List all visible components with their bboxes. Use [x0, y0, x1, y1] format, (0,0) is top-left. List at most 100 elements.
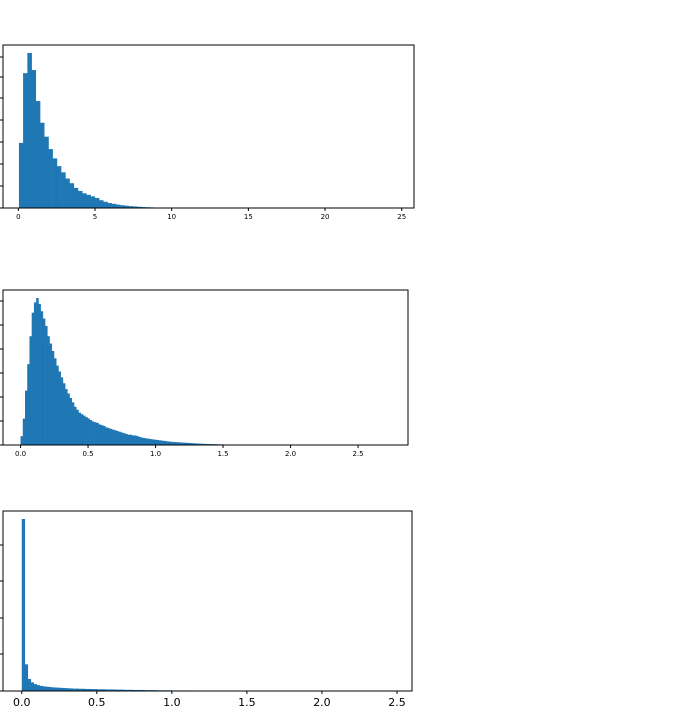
histogram-bar: [105, 427, 108, 445]
histogram-panel-3: 0.0 0.5 1.0 1.5 2.0 2.5: [0, 510, 413, 709]
histogram-bar: [39, 122, 45, 208]
histogram-bar: [126, 689, 131, 691]
histogram-bar: [56, 365, 59, 445]
histogram-bar: [65, 389, 68, 445]
histogram-bar: [205, 443, 208, 445]
x-tick-label: 10: [167, 213, 176, 221]
histogram-bar: [35, 101, 41, 208]
histogram-bar: [81, 688, 86, 691]
histogram-bar: [45, 686, 50, 691]
x-tick-label: 25: [397, 213, 406, 221]
histogram-bar: [127, 434, 130, 445]
histogram-bar: [66, 688, 71, 691]
histogram-bar: [82, 193, 87, 208]
histogram-bar: [134, 435, 137, 445]
histogram-bar: [149, 439, 153, 445]
histogram-bar: [31, 70, 37, 208]
histogram-bar: [114, 689, 119, 691]
x-tick-label: 1.0: [163, 696, 181, 709]
histogram-bar: [91, 421, 95, 445]
histogram-bar: [135, 689, 140, 691]
histogram-bar: [53, 358, 57, 445]
histogram-bar: [69, 688, 74, 691]
histogram-bar: [128, 206, 134, 208]
histogram-bar: [87, 418, 90, 445]
histogram-panel-1: 0 5 10 15 20 25: [0, 44, 415, 221]
histogram-bar: [58, 371, 61, 445]
histogram-bar: [125, 433, 128, 445]
histogram-bar: [61, 172, 66, 208]
histogram-bar: [108, 689, 113, 691]
histogram-bar: [192, 443, 195, 445]
histogram-bar: [45, 325, 48, 445]
histogram-bar: [54, 687, 59, 691]
histogram-bar: [67, 393, 70, 445]
histogram-bar: [93, 689, 98, 691]
histogram-bar: [107, 203, 112, 208]
x-tick-label: 15: [244, 213, 253, 221]
histogram-bar: [75, 688, 80, 691]
x-tick-label: 0.0: [13, 696, 31, 709]
histogram-bar: [62, 383, 66, 445]
histogram-bar: [77, 190, 83, 208]
x-tick-label: 2.5: [352, 450, 363, 458]
plot-frame: [2, 44, 415, 209]
histogram-bar: [187, 442, 191, 445]
histogram-bar: [114, 430, 117, 445]
histogram-bar: [60, 687, 65, 691]
histogram-bar: [48, 687, 53, 691]
histogram-bar: [89, 420, 93, 445]
histogram-bar: [38, 303, 41, 445]
histogram-bar: [136, 436, 139, 445]
histogram-bar: [90, 689, 95, 691]
histogram-bar: [47, 336, 50, 445]
histogram-bar: [60, 377, 64, 445]
x-tick-label: 2.0: [313, 696, 331, 709]
histogram-bar: [183, 442, 186, 445]
histogram-bar: [80, 414, 84, 445]
histogram-bar: [31, 312, 35, 445]
histogram-bar: [138, 689, 143, 691]
histogram-bar: [57, 687, 62, 691]
histogram-bar: [109, 428, 113, 445]
histogram-bar: [137, 206, 142, 208]
x-tick-label: 0: [16, 213, 20, 221]
histogram-bar: [138, 436, 142, 445]
histogram-bar: [49, 343, 53, 445]
histogram-bar: [132, 206, 138, 208]
x-tick-label: 1.5: [217, 450, 228, 458]
histogram-bar: [117, 689, 122, 691]
histogram-bar: [151, 439, 155, 445]
histogram-bar: [69, 183, 75, 208]
histogram-bar: [200, 443, 204, 445]
histogram-bar: [27, 678, 32, 691]
histogram-bar: [118, 431, 122, 445]
histogram-bar: [44, 136, 49, 208]
histogram-bar: [24, 664, 29, 691]
histogram-bar: [145, 438, 148, 445]
histogram-bar: [207, 443, 211, 445]
histogram-bar: [99, 200, 104, 208]
histogram-bar: [56, 166, 62, 208]
histogram-bar: [96, 422, 99, 445]
histogram-bar: [194, 443, 197, 445]
histogram-bar: [100, 425, 104, 445]
histogram-bar: [132, 689, 137, 691]
histogram-bar: [20, 436, 24, 445]
x-tick-label: 0.5: [82, 450, 93, 458]
histogram-bars: [18, 53, 171, 209]
histogram-bar: [105, 689, 110, 691]
histogram-bar: [185, 442, 188, 445]
histogram-bar: [189, 443, 193, 445]
plot-frame: [2, 510, 413, 692]
histogram-bar: [51, 350, 55, 445]
histogram-bar: [129, 434, 133, 445]
histogram-bar: [111, 203, 117, 208]
histogram-bar: [36, 298, 39, 445]
histogram-bar: [23, 73, 28, 209]
histogram-bar: [63, 688, 68, 691]
histogram-bar: [178, 442, 182, 445]
histogram-bar: [198, 443, 202, 445]
histogram-bar: [21, 519, 26, 691]
